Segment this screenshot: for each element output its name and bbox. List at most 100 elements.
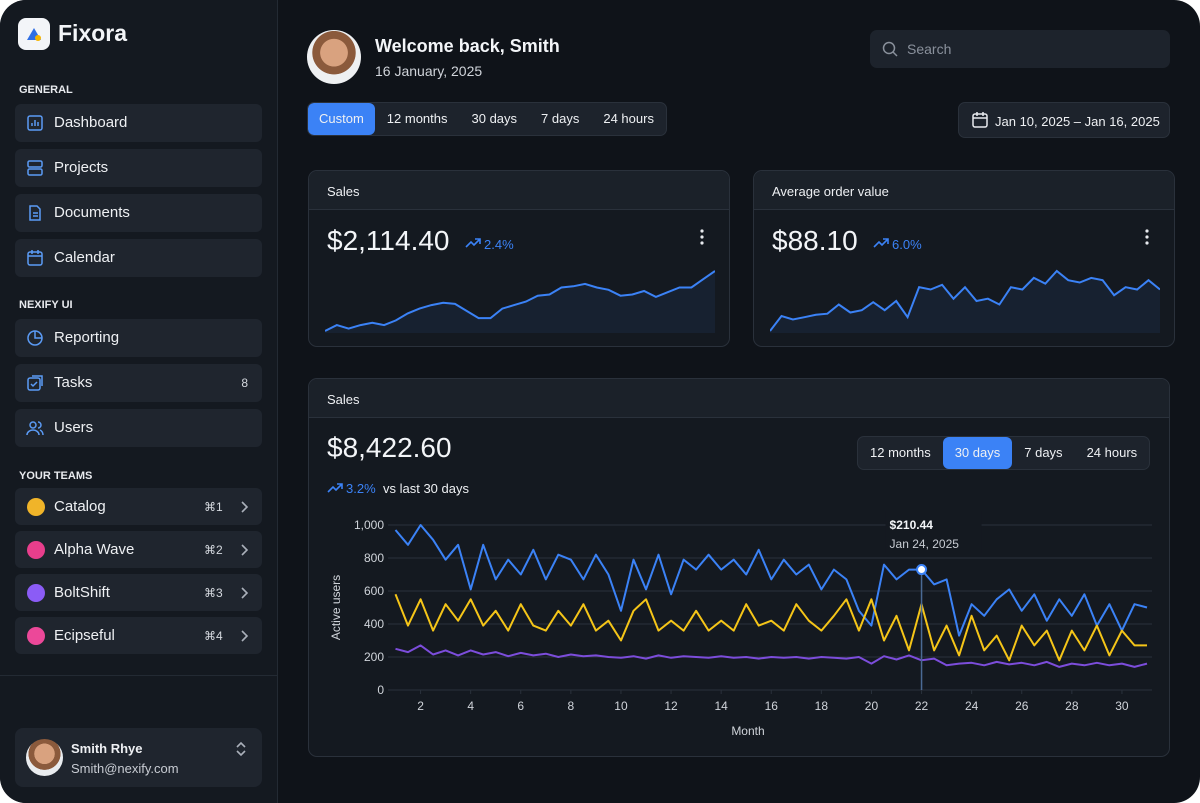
icon-shape: [241, 501, 249, 513]
nav-label: Documents: [54, 204, 130, 221]
sparkline: [325, 270, 715, 333]
brand-name: Fixora: [58, 20, 128, 46]
icon-shape: [27, 115, 43, 131]
sparkline-line: [325, 270, 715, 332]
icon: [27, 115, 43, 131]
nav-item[interactable]: Projects: [15, 149, 262, 187]
icon-shape: [700, 229, 704, 233]
greeting: Welcome back, Smith: [375, 36, 560, 56]
y-tick-label: 1,000: [354, 518, 384, 532]
more-button[interactable]: [1138, 228, 1156, 246]
nav-label: Reporting: [54, 329, 120, 346]
icon: [882, 41, 898, 57]
tab[interactable]: Custom: [308, 103, 375, 135]
icon: [29, 205, 41, 221]
nav-item[interactable]: Dashboard: [15, 104, 262, 142]
chevron: [241, 501, 249, 513]
tooltip-bg: [885, 511, 982, 553]
nav-item[interactable]: Users: [15, 409, 262, 447]
sidebar-divider: [0, 675, 278, 676]
search-box[interactable]: Search: [870, 30, 1170, 68]
card-title: Average order value: [772, 184, 889, 199]
x-tick-label: 18: [815, 699, 829, 713]
x-tick-label: 20: [865, 699, 879, 713]
team-item[interactable]: Alpha Wave ⌘2: [15, 531, 262, 568]
search-placeholder: Search: [907, 41, 952, 57]
nav-item[interactable]: Tasks 8: [15, 364, 262, 402]
icon-shape: [241, 544, 249, 556]
y-tick-label: 400: [364, 617, 384, 631]
section-title: NEXIFY UI: [19, 299, 73, 311]
team-shortcut: ⌘1: [204, 500, 223, 514]
nav-item[interactable]: Calendar: [15, 239, 262, 277]
team-item[interactable]: BoltShift ⌘3: [15, 574, 262, 611]
icon-shape: [27, 251, 43, 266]
icon-shape: [26, 421, 44, 436]
nav-label: Tasks: [54, 374, 93, 391]
card-value: $88.10: [772, 225, 858, 256]
icon-shape: [892, 51, 898, 57]
y-axis-label: Active users: [329, 575, 343, 640]
panel-change: 3.2%: [346, 481, 376, 496]
user-avatar: [26, 739, 63, 776]
x-tick-label: 14: [714, 699, 728, 713]
x-tick-label: 10: [614, 699, 628, 713]
profile-avatar: [307, 30, 361, 84]
nav-item[interactable]: Reporting: [15, 319, 262, 357]
tab[interactable]: 30 days: [471, 111, 518, 126]
icon-shape: [700, 235, 704, 239]
icon-shape: [29, 421, 37, 429]
series-line: [395, 644, 1148, 668]
team-label: Alpha Wave: [54, 541, 135, 558]
icon: [27, 28, 41, 41]
sparkline: [770, 269, 1160, 333]
panel-change-note: vs last 30 days: [383, 481, 469, 496]
icon-shape: [28, 250, 42, 257]
tab[interactable]: 7 days: [1024, 445, 1063, 460]
nav-item[interactable]: Documents: [15, 194, 262, 232]
sparkline-area: [770, 271, 1160, 333]
team-shortcut: ⌘2: [204, 543, 223, 557]
team-icon: [27, 627, 45, 645]
tab[interactable]: 7 days: [541, 111, 580, 126]
team-item[interactable]: Catalog ⌘1: [15, 488, 262, 525]
card-header: [309, 171, 729, 210]
icon-shape: [873, 238, 889, 248]
series-line: [394, 524, 1148, 637]
nav-badge: 8: [241, 376, 248, 390]
tab[interactable]: 12 months: [870, 445, 931, 460]
icon-shape: [30, 375, 43, 388]
team-item[interactable]: Ecipseful ⌘4: [15, 617, 262, 654]
tab[interactable]: 24 hours: [1086, 445, 1138, 460]
icon-shape: [327, 483, 343, 493]
icon-shape: [882, 41, 896, 55]
date-range-button[interactable]: Jan 10, 2025 – Jan 16, 2025: [958, 102, 1170, 138]
card-value: $2,114.40: [327, 225, 450, 256]
x-axis-label: Month: [731, 724, 764, 738]
more-button[interactable]: [693, 228, 711, 246]
chevron: [241, 544, 249, 556]
icon-shape: [972, 113, 988, 128]
tab[interactable]: 12 months: [386, 111, 448, 126]
team-label: Catalog: [54, 498, 106, 515]
team-shortcut: ⌘4: [204, 629, 223, 643]
x-tick-label: 28: [1065, 699, 1079, 713]
team-label: BoltShift: [54, 584, 110, 601]
card-header: [754, 171, 1174, 210]
stat-card: Average order value $88.10 6.0%: [753, 170, 1175, 347]
x-tick-label: 24: [965, 699, 979, 713]
icon-shape: [29, 205, 41, 221]
icon: [27, 160, 43, 176]
user-card[interactable]: Smith Rhye Smith@nexify.com: [15, 728, 262, 787]
y-tick-label: 200: [364, 650, 384, 664]
x-tick-label: 2: [417, 699, 424, 713]
tab[interactable]: 30 days: [942, 437, 1013, 469]
tab[interactable]: 24 hours: [603, 111, 654, 126]
icon-shape: [33, 212, 38, 217]
x-tick-label: 30: [1115, 699, 1129, 713]
brand-logo: [18, 18, 50, 50]
tooltip-date: Jan 24, 2025: [890, 537, 960, 551]
x-tick-label: 8: [568, 699, 575, 713]
